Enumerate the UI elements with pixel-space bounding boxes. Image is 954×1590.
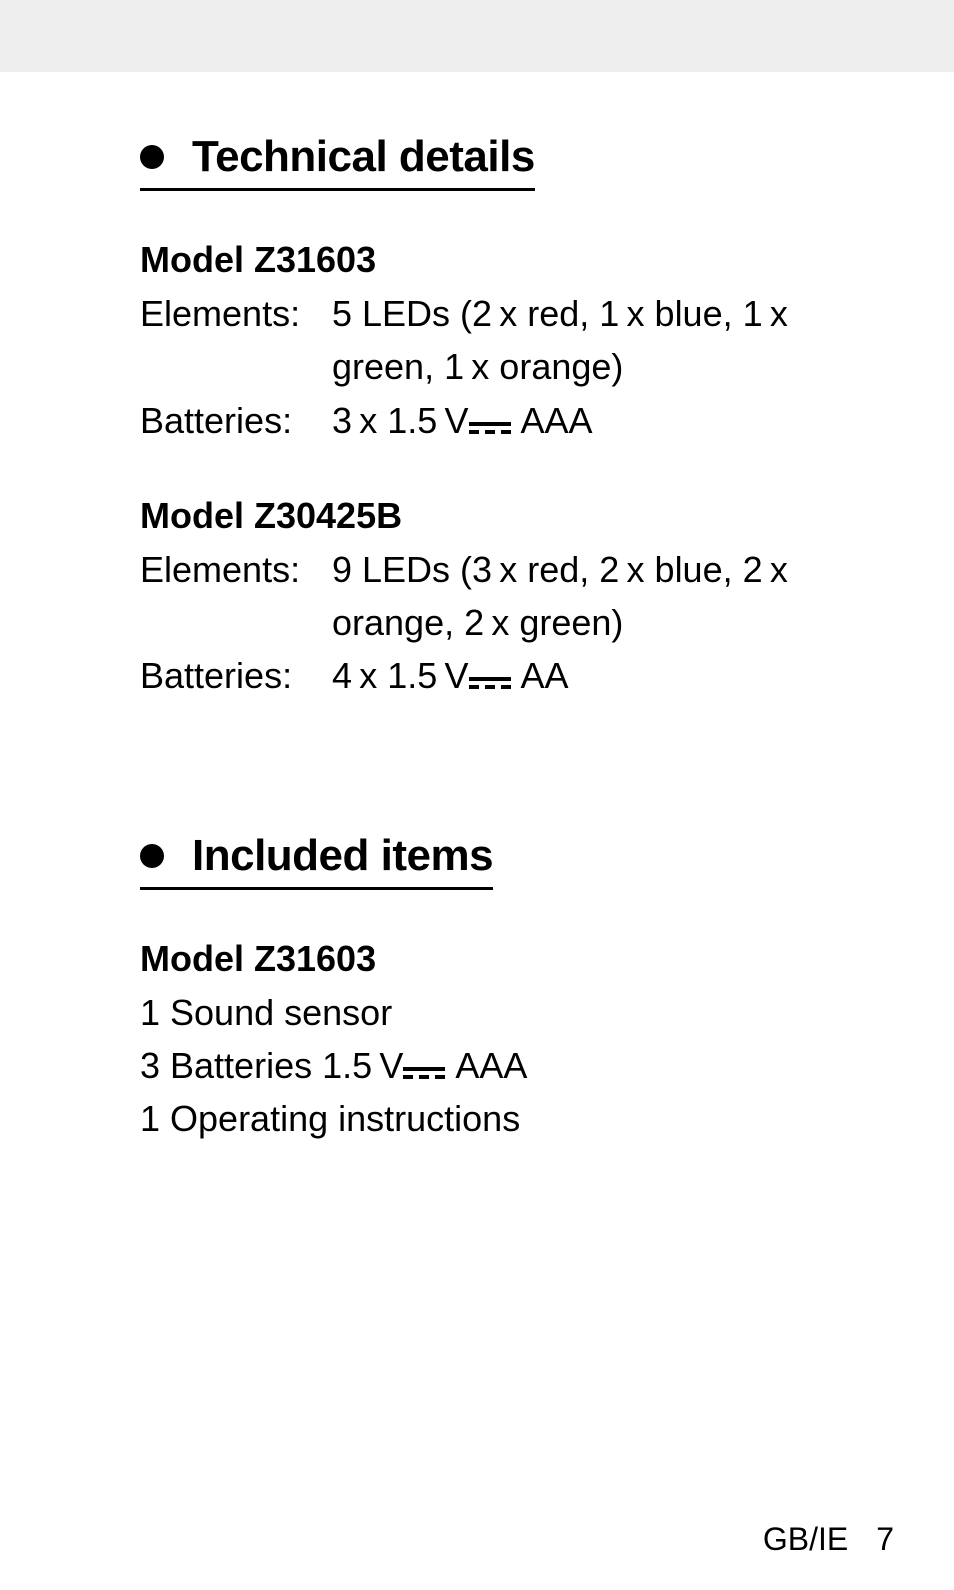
dc-symbol-icon: [469, 677, 511, 689]
spec-value: 3 x 1.5 V AAA: [332, 394, 894, 447]
section-title: Technical details: [192, 132, 535, 182]
footer-region: GB/IE: [763, 1521, 848, 1557]
spec-label: Elements:: [140, 287, 332, 394]
spec-label: Elements:: [140, 543, 332, 650]
bullet-icon: [140, 844, 164, 868]
included-line: 3 Batteries 1.5 V AAA: [140, 1039, 894, 1092]
spec-text: 4 x 1.5 V: [332, 655, 469, 696]
included-text: AAA: [447, 1045, 527, 1086]
page: Technical details Model Z31603 Elements:…: [0, 72, 954, 1590]
model-block: Model Z30425B Elements: 9 LEDs (3 x red,…: [140, 495, 894, 703]
spec-text: AA: [513, 655, 569, 696]
section-title: Included items: [192, 831, 493, 881]
model-name: Model Z30425B: [140, 495, 894, 537]
spec-row: Elements: 5 LEDs (2 x red, 1 x blue, 1 x…: [140, 287, 894, 394]
dc-symbol-icon: [403, 1067, 445, 1079]
included-line: 1 Sound sensor: [140, 986, 894, 1039]
included-text: 3 Batteries 1.5 V: [140, 1045, 403, 1086]
included-line: 1 Operating instructions: [140, 1092, 894, 1145]
included-text: 1 Sound sensor: [140, 992, 392, 1033]
model-name: Model Z31603: [140, 938, 894, 980]
spec-row: Batteries: 4 x 1.5 V AA: [140, 649, 894, 702]
included-text: 1 Operating instructions: [140, 1098, 520, 1139]
spec-label: Batteries:: [140, 649, 332, 702]
dc-symbol-icon: [469, 422, 511, 434]
model-name: Model Z31603: [140, 239, 894, 281]
spec-row: Batteries: 3 x 1.5 V AAA: [140, 394, 894, 447]
spec-value: 9 LEDs (3 x red, 2 x blue, 2 x orange, 2…: [332, 543, 894, 650]
spec-text: 9 LEDs (3 x red, 2 x blue, 2 x orange, 2…: [332, 549, 788, 643]
section-heading-technical: Technical details: [140, 132, 535, 191]
section-heading-included: Included items: [140, 831, 493, 890]
spec-text: 3 x 1.5 V: [332, 400, 469, 441]
spec-row: Elements: 9 LEDs (3 x red, 2 x blue, 2 x…: [140, 543, 894, 650]
spec-text: 5 LEDs (2 x red, 1 x blue, 1 x green, 1 …: [332, 293, 788, 387]
spec-label: Batteries:: [140, 394, 332, 447]
spec-value: 4 x 1.5 V AA: [332, 649, 894, 702]
model-block: Model Z31603 1 Sound sensor 3 Batteries …: [140, 938, 894, 1146]
footer-page-number: 7: [876, 1521, 894, 1557]
bullet-icon: [140, 145, 164, 169]
model-block: Model Z31603 Elements: 5 LEDs (2 x red, …: [140, 239, 894, 447]
page-footer: GB/IE 7: [763, 1521, 894, 1558]
spec-text: AAA: [513, 400, 593, 441]
spec-value: 5 LEDs (2 x red, 1 x blue, 1 x green, 1 …: [332, 287, 894, 394]
